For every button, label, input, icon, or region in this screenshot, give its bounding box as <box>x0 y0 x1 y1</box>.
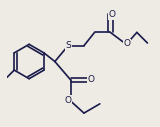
Text: S: S <box>65 41 71 50</box>
Text: O: O <box>109 10 116 19</box>
Text: O: O <box>65 96 72 105</box>
Text: O: O <box>123 39 130 48</box>
Text: O: O <box>88 75 95 84</box>
